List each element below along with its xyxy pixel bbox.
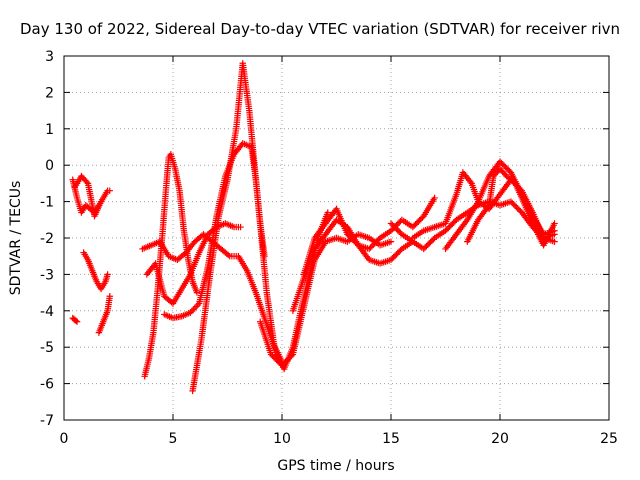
data-point xyxy=(288,352,295,360)
y-tick-label: -2 xyxy=(40,231,54,247)
y-tick-label: 2 xyxy=(45,85,54,101)
y-tick-label: -3 xyxy=(40,267,54,283)
data-point xyxy=(551,238,558,245)
data-point xyxy=(72,317,80,325)
y-tick-label: -5 xyxy=(40,340,54,356)
y-tick-label: -1 xyxy=(40,195,54,211)
data-point xyxy=(193,303,200,310)
x-tick-label: 10 xyxy=(273,431,291,447)
data-series-arc10 xyxy=(189,60,331,395)
y-tick-label: -6 xyxy=(40,377,54,393)
data-points xyxy=(69,60,558,395)
x-tick-label: 20 xyxy=(491,431,509,447)
data-series-arc11 xyxy=(257,231,395,369)
data-point xyxy=(188,307,196,315)
data-series-arc5 xyxy=(69,314,81,325)
x-tick-label: 15 xyxy=(382,431,400,447)
data-point xyxy=(106,293,113,300)
x-axis-label: GPS time / hours xyxy=(277,458,394,474)
data-point xyxy=(193,289,201,296)
y-tick-label: 0 xyxy=(45,158,54,174)
y-tick-label: 1 xyxy=(45,122,54,138)
data-series-arc13 xyxy=(300,194,438,278)
y-tick-label: 3 xyxy=(45,49,54,65)
data-point xyxy=(324,209,331,216)
data-point xyxy=(191,304,198,312)
data-point xyxy=(190,306,197,313)
data-series-arc6 xyxy=(141,151,201,380)
data-point xyxy=(187,309,194,316)
data-series-arc2 xyxy=(71,172,113,220)
data-series-arc4 xyxy=(95,293,113,336)
y-axis-label: SDTVAR / TECUs xyxy=(8,181,24,296)
axis-ticks: 0 5 10 15 20 25 -7 -6 -5 -4 -3 -2 -1 0 1 2 3 xyxy=(40,49,618,447)
x-tick-label: 5 xyxy=(169,431,178,447)
data-series-arc15 xyxy=(409,169,558,245)
data-point xyxy=(104,271,111,278)
chart-title: Day 130 of 2022, Sidereal Day-to-day VTE… xyxy=(20,20,620,38)
data-point xyxy=(431,194,438,202)
data-point xyxy=(551,220,558,227)
y-tick-label: -7 xyxy=(40,413,54,429)
y-tick-label: -4 xyxy=(40,304,54,320)
x-tick-label: 0 xyxy=(60,431,69,447)
data-point xyxy=(237,223,244,231)
data-series-arc17 xyxy=(464,165,558,249)
data-series-arc3 xyxy=(80,249,111,293)
data-point xyxy=(194,301,201,309)
data-series-arc8 xyxy=(143,220,244,307)
data-point xyxy=(225,251,232,259)
data-point xyxy=(106,187,113,194)
data-point xyxy=(387,238,395,245)
grid xyxy=(64,56,609,420)
data-point xyxy=(83,178,90,186)
x-tick-label: 25 xyxy=(600,431,618,447)
data-point xyxy=(73,318,81,325)
